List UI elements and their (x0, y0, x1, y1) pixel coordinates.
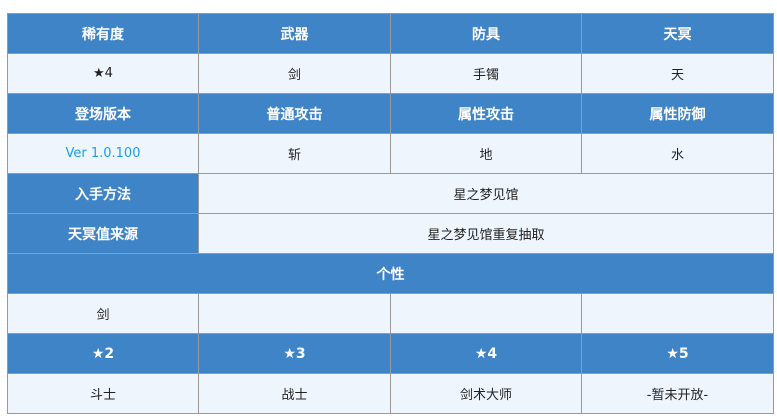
personality-value (581, 293, 774, 334)
star-3-value: 战士 (198, 373, 391, 414)
rarity-value: ★4 (7, 53, 199, 94)
table-row: Ver 1.0.100 斩 地 水 (7, 133, 774, 174)
star-2-value: 斗士 (7, 373, 199, 414)
header-element-attack: 属性攻击 (390, 93, 582, 134)
version-value[interactable]: Ver 1.0.100 (7, 133, 199, 174)
element-defense-value: 水 (581, 133, 774, 174)
table-row: 天冥值来源 星之梦见馆重复抽取 (7, 213, 774, 254)
header-star-4: ★4 (390, 333, 582, 374)
header-star-3: ★3 (198, 333, 391, 374)
header-weapon: 武器 (198, 13, 391, 54)
header-version: 登场版本 (7, 93, 199, 134)
personality-value (390, 293, 582, 334)
version-link[interactable]: Ver 1.0.100 (65, 146, 141, 161)
header-row-stars: ★2 ★3 ★4 ★5 (7, 333, 774, 374)
tenmei-value: 天 (581, 53, 774, 94)
character-info-table: 稀有度 武器 防具 天冥 ★4 剑 手镯 天 登场版本 普通攻击 属性攻击 属性… (7, 13, 774, 414)
personality-value (198, 293, 391, 334)
table-row: 斗士 战士 剑术大师 -暂未开放- (7, 373, 774, 414)
armor-value: 手镯 (390, 53, 582, 94)
star-5-value: -暂未开放- (581, 373, 774, 414)
header-personality: 个性 (7, 253, 774, 294)
header-row-basic: 稀有度 武器 防具 天冥 (7, 13, 774, 54)
header-tenmei-source: 天冥值来源 (7, 213, 199, 254)
header-armor: 防具 (390, 13, 582, 54)
normal-attack-value: 斩 (198, 133, 391, 174)
header-element-defense: 属性防御 (581, 93, 774, 134)
header-normal-attack: 普通攻击 (198, 93, 391, 134)
header-tenmei: 天冥 (581, 13, 774, 54)
header-obtain: 入手方法 (7, 173, 199, 214)
header-star-2: ★2 (7, 333, 199, 374)
tenmei-source-value: 星之梦见馆重复抽取 (198, 213, 774, 254)
table-row: 剑 (7, 293, 774, 334)
obtain-value: 星之梦见馆 (198, 173, 774, 214)
star-4-value: 剑术大师 (390, 373, 582, 414)
header-row-personality: 个性 (7, 253, 774, 294)
header-star-5: ★5 (581, 333, 774, 374)
header-row-attack: 登场版本 普通攻击 属性攻击 属性防御 (7, 93, 774, 134)
element-attack-value: 地 (390, 133, 582, 174)
personality-value: 剑 (7, 293, 199, 334)
table-row: 入手方法 星之梦见馆 (7, 173, 774, 214)
header-rarity: 稀有度 (7, 13, 199, 54)
table-row: ★4 剑 手镯 天 (7, 53, 774, 94)
weapon-value: 剑 (198, 53, 391, 94)
